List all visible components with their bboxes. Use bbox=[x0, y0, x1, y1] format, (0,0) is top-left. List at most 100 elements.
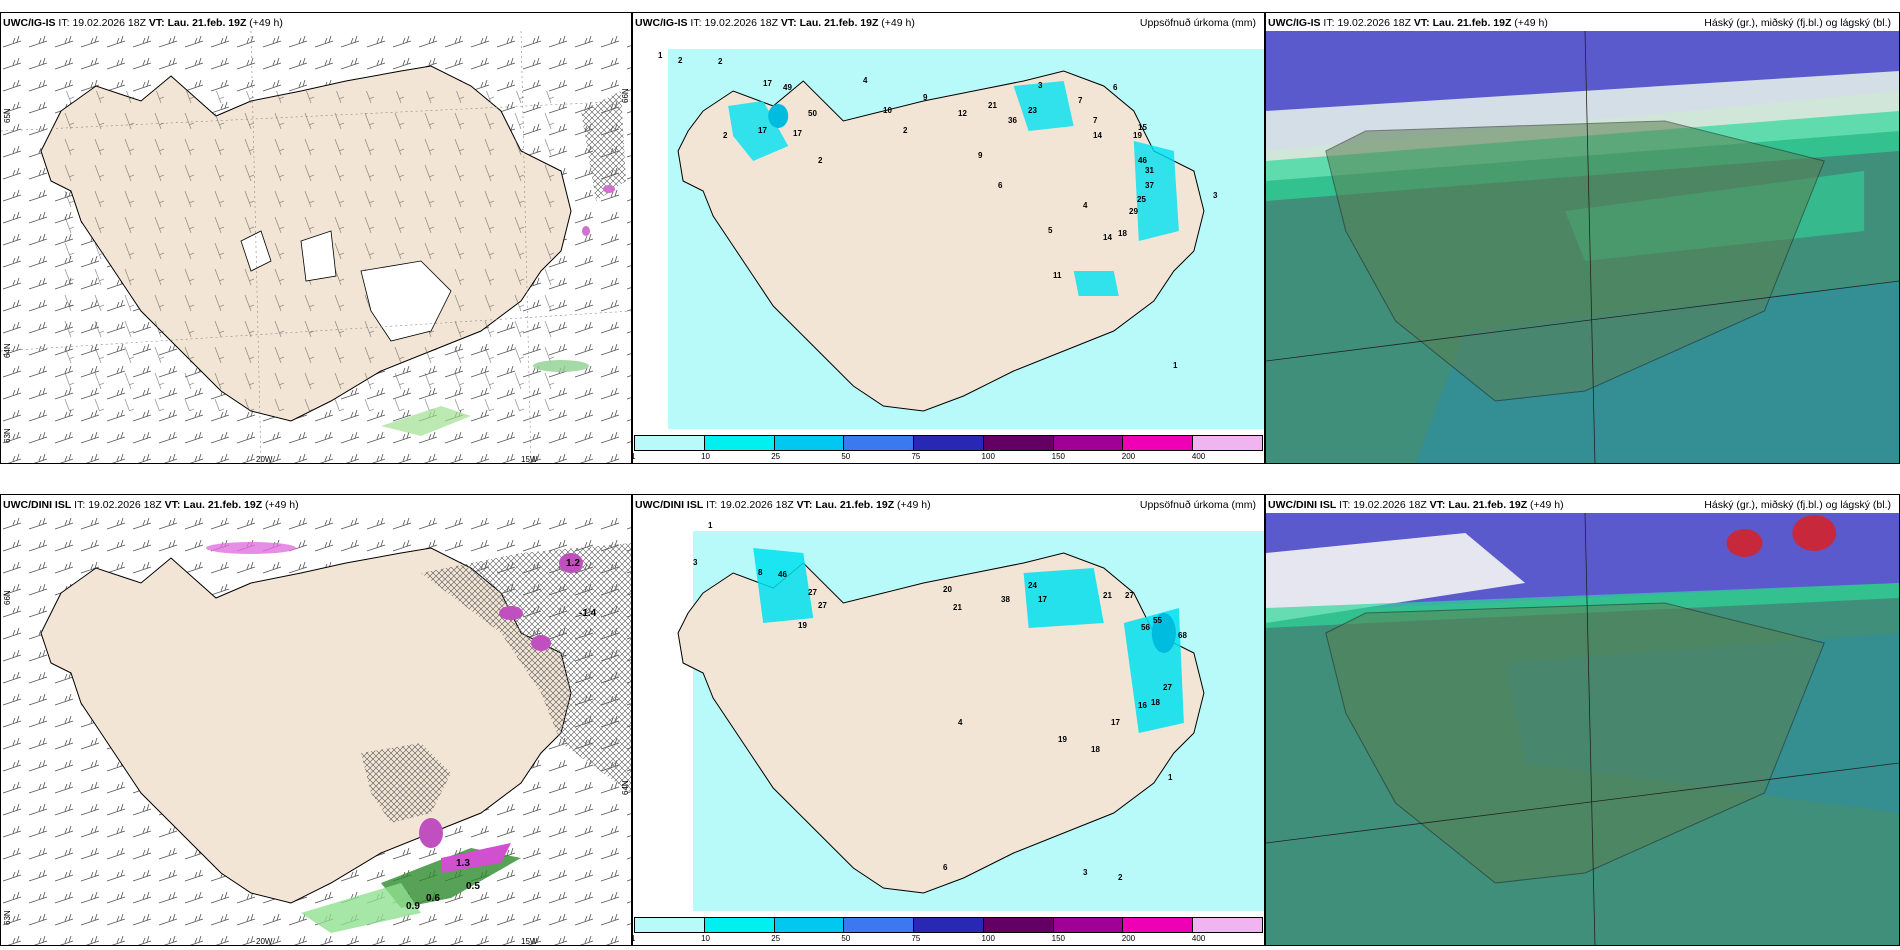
value-label: 46 bbox=[778, 570, 787, 579]
value-label: 50 bbox=[808, 109, 817, 118]
colorbar-label: 10 bbox=[701, 934, 711, 943]
value-label: 0.9 bbox=[406, 901, 420, 912]
lat-label: 64N bbox=[3, 343, 12, 358]
value-label: 21 bbox=[988, 101, 997, 110]
value-label: 6 bbox=[943, 863, 948, 872]
colorbar-label: 50 bbox=[841, 452, 851, 461]
value-label: 55 bbox=[1153, 616, 1162, 625]
panel-header: UWC/DINI ISL IT: 19.02.2026 18Z VT: Lau.… bbox=[1268, 499, 1891, 511]
colorbar-label: 50 bbox=[841, 934, 851, 943]
value-label: 17 bbox=[758, 126, 767, 135]
iceland-land bbox=[677, 70, 1205, 412]
value-label: 18 bbox=[1151, 698, 1160, 707]
colorbar-cell bbox=[1053, 436, 1124, 450]
colorbar-cell bbox=[844, 918, 915, 932]
value-label: 2 bbox=[818, 156, 823, 165]
value-label: 25 bbox=[1137, 195, 1146, 204]
value-label: 49 bbox=[783, 83, 792, 92]
precip-map: 1 2 2 17 49 50 17 17 2 2 4 10 9 2 12 21 … bbox=[633, 31, 1264, 435]
value-label: 9 bbox=[923, 93, 928, 102]
value-label: 37 bbox=[1145, 181, 1154, 190]
value-label: 0.6 bbox=[426, 893, 440, 904]
value-label: 4 bbox=[958, 718, 963, 727]
value-label: 4 bbox=[863, 76, 868, 85]
colorbar-cell bbox=[844, 436, 915, 450]
lon-label: 15W bbox=[521, 937, 538, 946]
value-label: 1 bbox=[658, 51, 663, 60]
colorbar-label: 1 bbox=[633, 452, 635, 461]
value-label: 15 bbox=[1138, 123, 1147, 132]
value-label: 12 bbox=[958, 109, 967, 118]
colorbar-label: 200 bbox=[1121, 934, 1136, 943]
wind-map: -1.4 0.9 0.6 0.5 1.3 1.2 bbox=[1, 513, 631, 945]
value-label: 18 bbox=[1091, 745, 1100, 754]
colorbar-cell bbox=[914, 918, 984, 932]
value-label: 2 bbox=[718, 57, 723, 66]
colorbar-cell bbox=[1053, 918, 1124, 932]
colorbar-cell bbox=[774, 436, 845, 450]
panel-header: UWC/DINI ISL IT: 19.02.2026 18Z VT: Lau.… bbox=[635, 499, 1256, 511]
colorbar-label: 150 bbox=[1051, 934, 1066, 943]
value-label: 21 bbox=[1103, 591, 1112, 600]
colorbar-cell bbox=[774, 918, 845, 932]
value-label: 1.2 bbox=[566, 558, 580, 569]
lat-label: 66N bbox=[3, 590, 12, 605]
value-label: 24 bbox=[1028, 581, 1037, 590]
colorbar-cell bbox=[1193, 436, 1263, 450]
value-label: 19 bbox=[1058, 735, 1067, 744]
value-label: 20 bbox=[943, 585, 952, 594]
value-label: 17 bbox=[763, 79, 772, 88]
panel-dini-wind: UWC/DINI ISL IT: 19.02.2026 18Z VT: Lau.… bbox=[0, 494, 632, 946]
colorbar-label: 25 bbox=[771, 452, 781, 461]
colorbar-label: 75 bbox=[911, 452, 921, 461]
lat-label: 64N bbox=[621, 780, 630, 795]
value-label: 56 bbox=[1141, 623, 1150, 632]
colorbar-cell bbox=[1193, 918, 1263, 932]
cloud-map bbox=[1266, 513, 1899, 945]
value-label: 16 bbox=[1138, 701, 1147, 710]
value-label: 17 bbox=[1111, 718, 1120, 727]
value-label: 3 bbox=[693, 558, 698, 567]
value-label: 2 bbox=[723, 131, 728, 140]
value-label: 46 bbox=[1138, 156, 1147, 165]
colorbar-label: 400 bbox=[1191, 934, 1206, 943]
colorbar-cell bbox=[1123, 918, 1194, 932]
value-label: 17 bbox=[793, 129, 802, 138]
value-label: 3 bbox=[1038, 81, 1043, 90]
colorbar: 1 10 25 50 75 100 150 200 400 bbox=[633, 917, 1264, 945]
colorbar-cell bbox=[983, 436, 1054, 450]
panel-ig-is-precip: UWC/IG-IS IT: 19.02.2026 18Z VT: Lau. 21… bbox=[632, 12, 1265, 464]
value-label: 36 bbox=[1008, 116, 1017, 125]
iceland-land bbox=[677, 552, 1205, 894]
value-label: 1 bbox=[708, 521, 713, 530]
colorbar-cell bbox=[914, 436, 984, 450]
colorbar-label: 100 bbox=[981, 934, 995, 943]
colorbar-label: 400 bbox=[1191, 452, 1206, 461]
colorbar-cell bbox=[635, 918, 705, 932]
value-label: 23 bbox=[1028, 106, 1037, 115]
value-label: 3 bbox=[1083, 868, 1088, 877]
lon-label: 15W bbox=[521, 455, 538, 464]
panel-ig-is-wind: UWC/IG-IS IT: 19.02.2026 18Z VT: Lau. 21… bbox=[0, 12, 632, 464]
lon-label: 20W bbox=[256, 937, 273, 946]
colorbar: 1 10 25 50 75 100 150 200 400 bbox=[633, 435, 1264, 463]
colorbar-label: 100 bbox=[981, 452, 995, 461]
panel-header: UWC/IG-IS IT: 19.02.2026 18Z VT: Lau. 21… bbox=[635, 17, 1256, 29]
value-label: 19 bbox=[1133, 131, 1142, 140]
colorbar-cell bbox=[635, 436, 705, 450]
colorbar-cell bbox=[983, 918, 1054, 932]
colorbar-label: 1 bbox=[633, 934, 635, 943]
value-label: 6 bbox=[1113, 83, 1118, 92]
panel-header: UWC/IG-IS IT: 19.02.2026 18Z VT: Lau. 21… bbox=[1268, 17, 1891, 29]
value-label: 21 bbox=[953, 603, 962, 612]
wind-map bbox=[1, 31, 631, 463]
colorbar-label: 75 bbox=[911, 934, 921, 943]
value-label: 31 bbox=[1145, 166, 1154, 175]
value-label: 2 bbox=[1118, 873, 1123, 882]
value-label: 1 bbox=[1168, 773, 1173, 782]
value-label: 8 bbox=[758, 568, 763, 577]
value-label: 2 bbox=[678, 56, 683, 65]
lat-label: 63N bbox=[3, 910, 12, 925]
value-label: 1.3 bbox=[456, 858, 470, 869]
value-label: 4 bbox=[1083, 201, 1088, 210]
